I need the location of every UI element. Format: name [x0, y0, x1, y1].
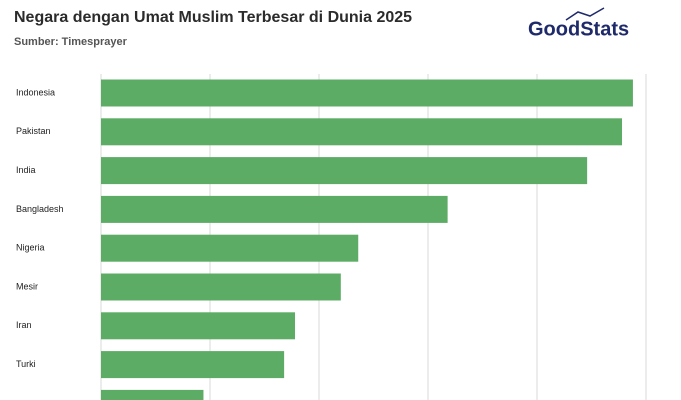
y-tick-label: Nigeria	[16, 243, 45, 253]
y-tick-label: Turki	[16, 359, 36, 369]
logo: GoodStats	[528, 18, 629, 40]
bar	[101, 273, 341, 301]
logo-icon	[565, 7, 605, 21]
chart-subtitle: Sumber: Timesprayer	[14, 36, 128, 48]
bar	[101, 351, 285, 379]
chart-title: Negara dengan Umat Muslim Terbesar di Du…	[14, 9, 412, 26]
bar	[101, 389, 204, 400]
y-tick-label: Pakistan	[16, 126, 51, 136]
y-tick-label: Iran	[16, 320, 32, 330]
bar	[101, 312, 296, 340]
y-tick-label: Indonesia	[16, 87, 55, 97]
y-tick-label: India	[16, 165, 36, 175]
y-tick-label: Mesir	[16, 281, 38, 291]
y-tick-label: Bangladesh	[16, 204, 64, 214]
bar	[101, 118, 623, 146]
bar	[101, 195, 448, 223]
bar	[101, 157, 588, 185]
bar	[101, 79, 633, 107]
bar	[101, 234, 359, 262]
